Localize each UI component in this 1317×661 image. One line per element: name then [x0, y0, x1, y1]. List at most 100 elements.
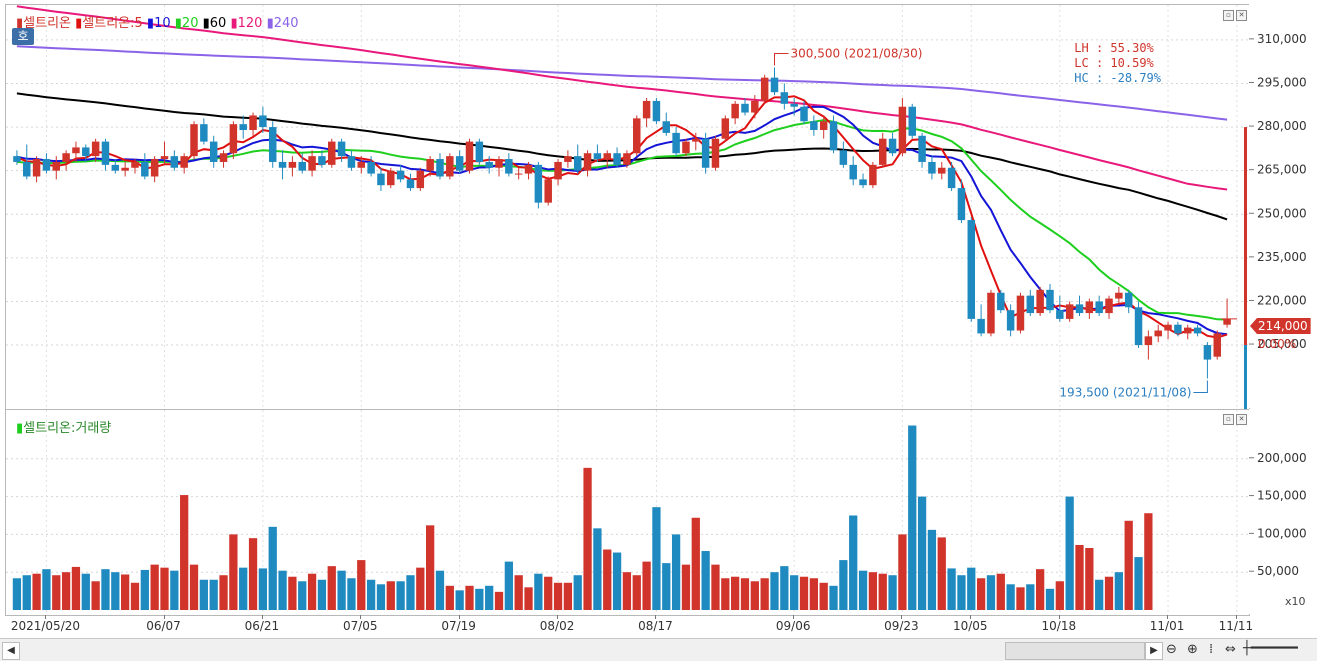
- volume-legend: ▮셀트리온:거래량: [16, 421, 112, 436]
- candle: [318, 156, 326, 165]
- volume-bar: [189, 564, 199, 610]
- candle: [977, 318, 985, 334]
- candle: [869, 164, 877, 186]
- y-tick-label: 220,000: [1257, 293, 1307, 307]
- volume-bar: [219, 575, 228, 610]
- candle: [692, 138, 700, 142]
- volume-bar: [1026, 584, 1035, 610]
- volume-bar: [71, 566, 81, 610]
- candle: [1065, 304, 1074, 319]
- close-panel-icon[interactable]: ✕: [1236, 10, 1247, 21]
- volume-bar: [455, 590, 464, 610]
- x-tick-label: 08/17: [638, 619, 673, 633]
- volume-bar: [1144, 513, 1153, 610]
- zoom-in-icon[interactable]: ⊕: [1187, 642, 1198, 657]
- minimize-volume-panel-icon[interactable]: ▫: [1223, 414, 1234, 425]
- volume-bar: [662, 563, 671, 610]
- x-tick-label: 08/02: [539, 619, 575, 633]
- volume-bar: [199, 579, 208, 610]
- volume-chart-panel[interactable]: ▮셀트리온:거래량 ▫ ✕: [5, 409, 1250, 616]
- candle: [859, 179, 867, 186]
- legend-item[interactable]: 120: [237, 16, 267, 31]
- volume-bar: [957, 575, 966, 610]
- candle: [209, 141, 218, 162]
- scroll-right-icon[interactable]: ▶: [1145, 642, 1163, 660]
- quote-badge[interactable]: 호: [12, 28, 34, 45]
- price-chart-canvas[interactable]: 300,500 (2021/08/30) 193,500 (2021/11/08): [6, 5, 1249, 409]
- zoom-out-icon[interactable]: ⊖: [1166, 642, 1177, 657]
- legend-item[interactable]: 240: [273, 16, 299, 31]
- minimize-panel-icon[interactable]: ▫: [1223, 10, 1234, 21]
- volume-bar: [1036, 569, 1045, 610]
- low-annotation: 193,500 (2021/11/08): [1059, 385, 1191, 399]
- volume-bar: [917, 496, 927, 610]
- x-tick-label: 10/05: [952, 619, 988, 633]
- volume-bar: [111, 572, 120, 610]
- x-tick: [1058, 615, 1060, 619]
- x-tick: [163, 615, 165, 619]
- volume-bar: [42, 569, 51, 610]
- chart-scrollbar[interactable]: ◀ ▶ ⊖ ⊕ ⁞ ⇔ ┼━━━━━━: [0, 638, 1317, 661]
- candle: [1144, 336, 1153, 346]
- volume-bar: [1114, 572, 1123, 610]
- candle: [731, 103, 739, 119]
- x-tick-label: 09/06: [775, 619, 811, 633]
- volume-bar: [711, 564, 720, 610]
- volume-bar: [258, 568, 268, 610]
- volume-bar: [1006, 584, 1015, 610]
- candle: [721, 118, 730, 139]
- legend-item[interactable]: 20: [181, 16, 203, 31]
- legend-item[interactable]: 60: [209, 16, 231, 31]
- candle: [1036, 289, 1044, 314]
- volume-y-tick-label: 50,000: [1257, 564, 1299, 578]
- volume-bar: [1016, 587, 1025, 610]
- volume-bar: [790, 575, 799, 610]
- candle: [475, 141, 484, 162]
- low-pointer: [1193, 380, 1208, 393]
- legend-item[interactable]: 10: [154, 16, 175, 31]
- volume-bar: [81, 573, 90, 610]
- current-change-label: 0.00%: [1258, 337, 1297, 351]
- high-annotation: 300,500 (2021/08/30): [791, 46, 923, 60]
- candle: [259, 115, 267, 128]
- volume-bar: [701, 551, 710, 610]
- y-tick-label: 265,000: [1257, 163, 1307, 177]
- volume-bar: [121, 574, 130, 610]
- fit-view-icon[interactable]: ⇔: [1225, 642, 1236, 657]
- legend-item[interactable]: 셀트리온:5: [82, 16, 147, 31]
- candle: [42, 159, 51, 171]
- volume-y-tick-label: 150,000: [1257, 489, 1307, 503]
- candle: [790, 103, 798, 107]
- candle: [1223, 318, 1231, 325]
- candle: [170, 156, 179, 168]
- candle: [938, 167, 946, 174]
- candle: [13, 156, 21, 162]
- volume-bar: [366, 579, 376, 610]
- candle: [416, 170, 425, 189]
- candle: [613, 153, 621, 165]
- ma-5-line: [16, 95, 1228, 339]
- x-tick-label: 11/01: [1149, 619, 1185, 633]
- volume-chart-canvas[interactable]: [6, 410, 1249, 615]
- volume-bar: [1095, 579, 1104, 610]
- legend-item[interactable]: 셀트리온: [23, 16, 76, 31]
- volume-bar: [278, 570, 287, 610]
- volume-bar: [731, 576, 740, 610]
- candle: [1213, 333, 1221, 357]
- candle: [505, 159, 513, 174]
- x-tick-label: 2021/05/20: [10, 619, 81, 633]
- current-price-tag: 214,000: [1250, 318, 1311, 334]
- volume-bar: [357, 560, 366, 610]
- candle: [888, 138, 897, 154]
- candle: [652, 100, 661, 122]
- volume-legend-label: 셀트리온:거래량: [23, 421, 112, 436]
- scroll-left-icon[interactable]: ◀: [2, 642, 20, 660]
- candle: [1203, 345, 1212, 360]
- close-volume-panel-icon[interactable]: ✕: [1236, 414, 1247, 425]
- scroll-thumb[interactable]: [1005, 642, 1145, 660]
- price-chart-panel[interactable]: 300,500 (2021/08/30) 193,500 (2021/11/08)…: [5, 4, 1250, 410]
- reset-view-icon[interactable]: ⁞: [1209, 642, 1214, 657]
- volume-bar: [307, 573, 317, 610]
- period-slider[interactable]: ┼━━━━━━: [1243, 641, 1298, 656]
